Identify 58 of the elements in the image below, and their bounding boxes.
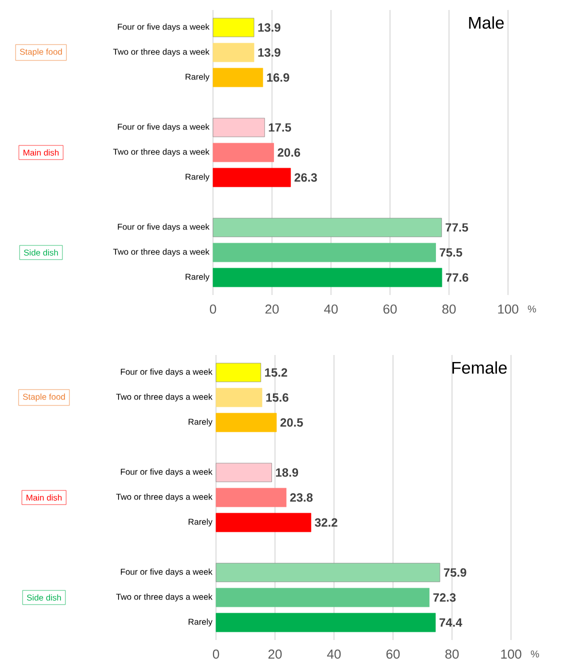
x-tick-label: 20 bbox=[268, 650, 282, 659]
data-label: 18.9 bbox=[276, 468, 298, 477]
data-label: 75.5 bbox=[440, 248, 462, 257]
chart-title: Male bbox=[469, 16, 504, 29]
y-tick-label: Two or three days a week bbox=[113, 248, 210, 256]
y-tick-label: Two or three days a week bbox=[116, 394, 212, 402]
text: Side dish bbox=[26, 594, 61, 601]
x-tick-label: 0 bbox=[210, 304, 216, 314]
y-tick-label: Four or five days a week bbox=[118, 24, 210, 32]
x-tick-label: 60 bbox=[386, 650, 400, 659]
text: % bbox=[530, 650, 540, 658]
text: Staple food bbox=[22, 394, 65, 402]
text: Side dish bbox=[24, 249, 58, 256]
y-tick-label: Four or five days a week bbox=[120, 468, 212, 476]
y-tick-label: Two or three days a week bbox=[116, 494, 212, 502]
y-tick-label: Rarely bbox=[186, 174, 210, 182]
x-tick-label: 20 bbox=[265, 304, 279, 314]
data-label: 13.9 bbox=[258, 48, 280, 57]
y-tick-label: Rarely bbox=[186, 74, 210, 82]
x-tick-label: 0 bbox=[212, 650, 220, 659]
data-label: 32.2 bbox=[314, 518, 338, 527]
x-tick-label: 60 bbox=[383, 304, 397, 314]
data-label: 77.6 bbox=[446, 273, 468, 282]
x-tick-label: 40 bbox=[327, 650, 341, 659]
y-tick-label: Two or three days a week bbox=[113, 48, 210, 56]
text: Main dish bbox=[24, 149, 59, 156]
data-label: 72.3 bbox=[433, 593, 456, 602]
y-tick-label: Four or five days a week bbox=[120, 368, 212, 376]
x-tick-label: 40 bbox=[324, 304, 338, 314]
data-label: 20.5 bbox=[280, 418, 303, 427]
text: Main dish bbox=[26, 494, 62, 501]
text: Staple food bbox=[20, 48, 62, 56]
data-label: 74.4 bbox=[440, 618, 462, 627]
y-tick-label: Two or three days a week bbox=[113, 148, 210, 156]
y-tick-label: Two or three days a week bbox=[116, 594, 212, 602]
data-label: 23.8 bbox=[290, 493, 313, 502]
y-tick-label: Rarely bbox=[186, 274, 210, 282]
data-label: 13.9 bbox=[258, 23, 280, 32]
data-label: 16.9 bbox=[267, 73, 290, 82]
data-label: 15.6 bbox=[266, 393, 288, 402]
data-label: 20.6 bbox=[278, 148, 300, 157]
y-tick-label: Four or five days a week bbox=[120, 568, 212, 576]
y-tick-label: Rarely bbox=[188, 518, 212, 526]
x-tick-label: 80 bbox=[442, 304, 456, 314]
y-tick-label: Rarely bbox=[188, 618, 212, 626]
data-label: 77.5 bbox=[446, 223, 468, 232]
data-label: 26.3 bbox=[294, 173, 317, 182]
x-tick-label: 80 bbox=[445, 650, 459, 659]
data-label: 17.5 bbox=[268, 123, 292, 132]
text: % bbox=[528, 306, 536, 312]
data-label: 75.9 bbox=[444, 568, 466, 577]
y-tick-label: Four or five days a week bbox=[118, 124, 210, 132]
data-label: 15.2 bbox=[265, 368, 288, 377]
x-tick-label: 100 bbox=[498, 304, 518, 314]
x-tick-label: 100 bbox=[501, 650, 522, 659]
chart-title: Female bbox=[452, 361, 507, 374]
y-tick-label: Four or five days a week bbox=[118, 224, 210, 232]
y-tick-label: Rarely bbox=[188, 418, 212, 426]
